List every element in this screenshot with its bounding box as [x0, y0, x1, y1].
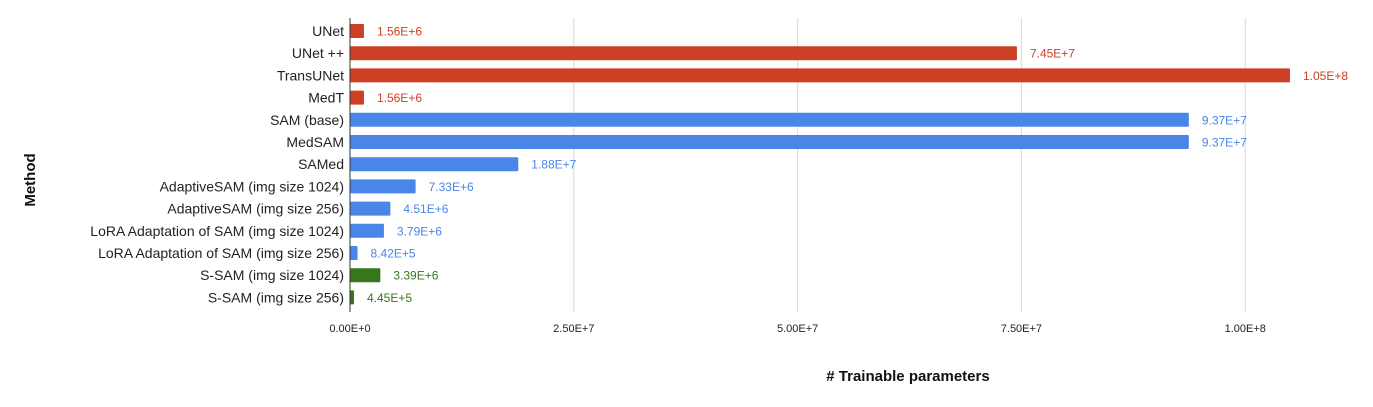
x-tick-label: 7.50E+7 — [1001, 323, 1042, 335]
data-label: 3.39E+6 — [393, 269, 438, 283]
category-label: MedSAM — [286, 134, 344, 150]
bar — [350, 90, 364, 105]
data-label: 9.37E+7 — [1202, 136, 1247, 150]
category-label: AdaptiveSAM (img size 256) — [167, 201, 344, 217]
bar — [350, 290, 354, 305]
data-label: 1.56E+6 — [377, 91, 422, 105]
data-label: 4.51E+6 — [403, 202, 448, 216]
data-label: 7.33E+6 — [429, 180, 474, 194]
bar — [350, 268, 381, 283]
bar — [350, 46, 1017, 61]
bar — [350, 135, 1189, 149]
bar — [350, 201, 391, 216]
x-tick-label: 5.00E+7 — [777, 323, 818, 335]
bar — [350, 157, 519, 172]
category-label: MedT — [308, 90, 344, 106]
gridlines — [573, 18, 1246, 312]
category-label: UNet — [312, 23, 344, 39]
data-label: 3.79E+6 — [397, 224, 442, 238]
x-tick-label: 0.00E+0 — [329, 323, 370, 335]
category-label: TransUNet — [277, 67, 344, 83]
bar — [350, 223, 384, 238]
value-labels: 1.56E+6 7.45E+7 1.05E+8 1.56E+6 9.37E+7 9.37E… — [367, 25, 1348, 305]
category-label: SAM (base) — [270, 112, 344, 128]
category-label: LoRA Adaptation of SAM (img size 1024) — [90, 223, 344, 239]
category-label: S-SAM (img size 256) — [208, 289, 344, 305]
data-label: 9.37E+7 — [1202, 113, 1247, 127]
data-label: 4.45E+5 — [367, 291, 412, 305]
bar — [350, 68, 1290, 83]
category-label: SAMed — [298, 156, 344, 172]
data-label: 7.45E+7 — [1030, 47, 1075, 61]
category-label: UNet ++ — [292, 45, 344, 61]
x-tick-labels: 0.00E+0 2.50E+7 5.00E+7 7.50E+7 1.00E+8 — [329, 323, 1266, 335]
bar — [350, 246, 358, 260]
category-label: AdaptiveSAM (img size 1024) — [160, 178, 344, 194]
data-label: 8.42E+5 — [371, 247, 416, 261]
y-axis-title: Method — [22, 153, 39, 206]
data-label: 1.88E+7 — [531, 158, 576, 172]
x-axis-title: # Trainable parameters — [826, 368, 989, 385]
category-label: S-SAM (img size 1024) — [200, 267, 344, 283]
x-tick-label: 2.50E+7 — [553, 323, 594, 335]
data-label: 1.56E+6 — [377, 25, 422, 39]
bar — [350, 112, 1189, 127]
data-label: 1.05E+8 — [1303, 69, 1348, 83]
category-label: LoRA Adaptation of SAM (img size 256) — [98, 245, 344, 261]
category-labels: UNet UNet ++ TransUNet MedT SAM (base) MedSAM… — [90, 23, 344, 305]
x-tick-label: 1.00E+8 — [1225, 323, 1266, 335]
bar — [350, 24, 364, 38]
bar — [350, 179, 416, 194]
bars — [350, 24, 1290, 305]
